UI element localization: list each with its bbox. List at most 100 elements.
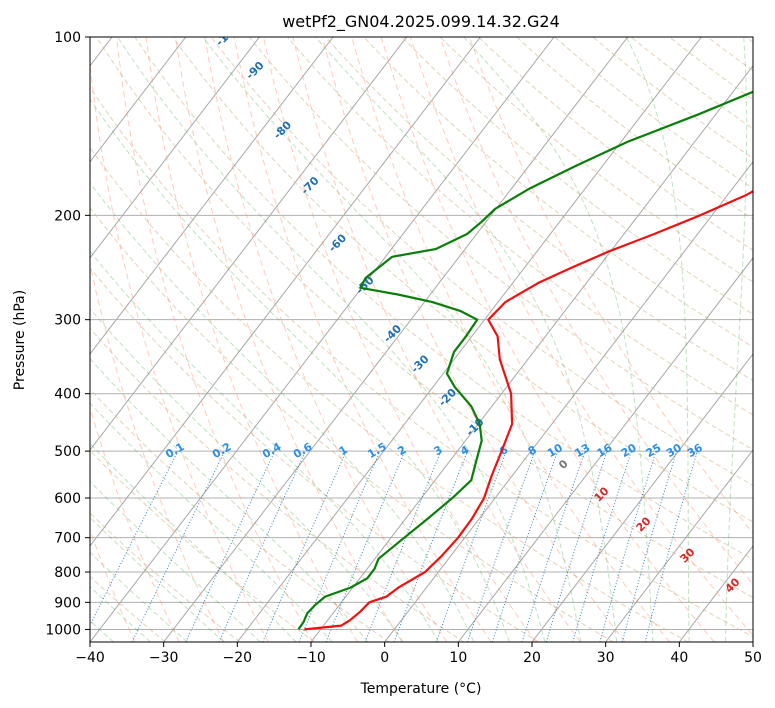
theta-e-line [263, 37, 537, 642]
dry-adiabat-line [90, 146, 689, 642]
dry-adiabat-label: -70 [298, 174, 321, 197]
mixing-ratio-line [90, 450, 179, 627]
moist-adiabat-line [117, 37, 546, 642]
plot-frame [89, 36, 754, 643]
x-tick-label: −30 [149, 650, 179, 666]
y-axis-label: Pressure (hPa) [12, 290, 28, 390]
theta-e-line [380, 37, 715, 642]
moist-adiabat-line [625, 37, 690, 642]
moist-adiabat-label: 40 [723, 575, 743, 595]
dry-adiabat-line [745, 37, 753, 44]
dry-adiabat-label: -40 [381, 322, 404, 345]
x-tick-label: 20 [523, 650, 541, 666]
isotherm-line [90, 37, 481, 547]
theta-e-line [0, 37, 1, 642]
mixing-ratio-label: 20 [619, 441, 639, 460]
dry-adiabat-line [90, 512, 241, 642]
x-tick-label: 40 [670, 650, 688, 666]
isotherm-line [90, 37, 555, 642]
mixing-ratio-line [131, 450, 226, 642]
mixing-ratio-label: 30 [664, 441, 684, 460]
mixing-ratio-line [644, 450, 698, 642]
moist-adiabat-line [90, 308, 404, 642]
isotherm-line [752, 641, 753, 642]
dry-adiabat-line [134, 37, 753, 560]
mixing-ratio-label: 25 [644, 441, 664, 460]
moist-adiabat-line [90, 442, 297, 642]
dry-adiabat-label: -30 [408, 352, 431, 375]
moist-adiabat-line [725, 37, 748, 642]
temperature-profile [304, 189, 753, 631]
isotherm-line [310, 64, 753, 642]
x-tick-label: 0 [380, 650, 389, 666]
isotherm-line [90, 37, 334, 355]
mixing-ratio-label: 1.5 [365, 440, 388, 461]
moist-adiabat-label: 20 [634, 514, 654, 534]
mixing-ratio-line [435, 450, 507, 642]
y-tick-label: 100 [54, 30, 81, 46]
theta-e-line [116, 37, 314, 642]
theta-e-line [321, 37, 626, 642]
dry-adiabat-line [90, 388, 390, 642]
mixing-ratio-line [572, 450, 632, 642]
mixing-ratio-line [521, 450, 586, 642]
theta-e-line [233, 37, 492, 642]
mixing-ratio-line [325, 450, 406, 642]
mixing-ratio-line [467, 450, 536, 642]
moist-adiabat-line [315, 37, 618, 642]
moist-adiabat-line [90, 182, 475, 642]
dry-adiabat-label: -90 [243, 59, 266, 82]
isotherm-line [90, 37, 187, 163]
dry-adiabat-label: -100 [213, 20, 242, 49]
theta-e-line [90, 405, 180, 642]
mixing-ratio-line [599, 450, 657, 642]
theta-e-line [468, 37, 753, 535]
moist-adiabat-label: 0 [556, 457, 571, 472]
dry-adiabat-line [478, 37, 753, 251]
y-tick-label: 200 [54, 208, 81, 224]
y-tick-label: 800 [54, 565, 81, 581]
mixing-ratio-label: 0.1 [163, 440, 186, 461]
dewpoint-profile [297, 90, 753, 631]
profiles [297, 90, 753, 631]
y-tick-label: 500 [54, 444, 81, 460]
x-tick-label: −40 [75, 650, 105, 666]
chart-title: wetPf2_GN04.2025.099.14.32.G24 [282, 12, 560, 32]
dry-adiabat-line [248, 37, 753, 451]
isotherm-line [163, 37, 629, 642]
isotherm-line [90, 37, 260, 259]
isotherm-line [90, 37, 408, 451]
dry-adiabat-label: -10 [463, 415, 486, 438]
x-tick-label: 50 [744, 650, 762, 666]
theta-e-line [145, 37, 358, 642]
dry-adiabat-line [90, 449, 315, 642]
theta-e-line [410, 37, 753, 637]
moist-adiabat-line [202, 37, 582, 642]
dry-adiabat-line [90, 575, 166, 642]
mixing-ratio-label: 0.2 [210, 440, 233, 461]
dry-adiabat-line [90, 207, 614, 642]
dry-adiabat-line [172, 37, 753, 523]
y-tick-label: 700 [54, 531, 81, 547]
theta-e-line [439, 37, 753, 586]
mixing-ratio-label: 0.4 [260, 440, 284, 461]
x-tick-label: −10 [296, 650, 326, 666]
x-tick-label: −20 [223, 650, 253, 666]
dry-adiabat-line [516, 37, 753, 220]
x-axis-label: Temperature (°C) [360, 681, 482, 697]
dry-adiabat-line [96, 37, 753, 599]
y-tick-label: 400 [54, 387, 81, 403]
moist-adiabat-line [90, 480, 261, 642]
y-tick-label: 600 [54, 491, 81, 507]
moist-adiabat-label: 30 [678, 545, 698, 565]
dry-adiabat-line [439, 37, 753, 283]
x-axis-ticks: −40 −30 −20 −10 0 10 20 30 40 50 [75, 642, 762, 666]
background-lines [0, 37, 753, 642]
mixing-ratio-line [545, 450, 608, 642]
dry-adiabat-line [401, 37, 753, 315]
moist-adiabat-line [463, 37, 654, 642]
theta-e-line [292, 37, 581, 642]
y-axis-ticks: 100 200 300 400 500 600 700 800 900 1000 [45, 30, 90, 638]
dry-adiabat-line [90, 327, 465, 642]
theta-e-line [90, 528, 136, 642]
